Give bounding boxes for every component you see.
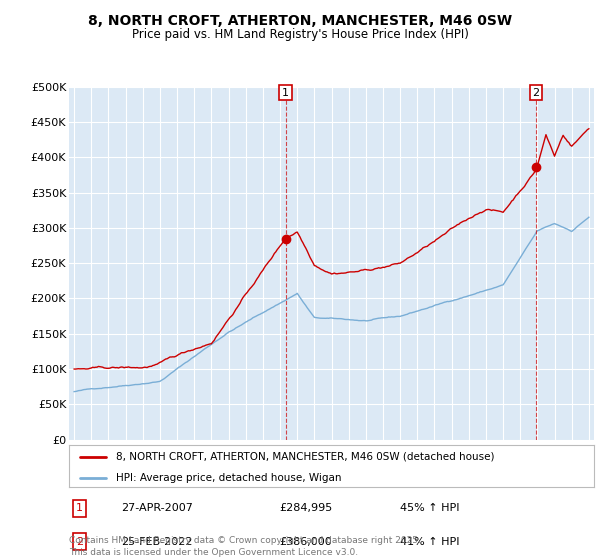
Text: 1: 1 xyxy=(76,503,83,513)
Text: 41% ↑ HPI: 41% ↑ HPI xyxy=(400,537,459,547)
Text: £386,000: £386,000 xyxy=(279,537,332,547)
Text: 27-APR-2007: 27-APR-2007 xyxy=(121,503,193,513)
Text: £284,995: £284,995 xyxy=(279,503,332,513)
Text: HPI: Average price, detached house, Wigan: HPI: Average price, detached house, Wiga… xyxy=(116,473,342,483)
Text: 8, NORTH CROFT, ATHERTON, MANCHESTER, M46 0SW (detached house): 8, NORTH CROFT, ATHERTON, MANCHESTER, M4… xyxy=(116,452,495,462)
Text: Contains HM Land Registry data © Crown copyright and database right 2025.
This d: Contains HM Land Registry data © Crown c… xyxy=(69,536,421,557)
Text: 8, NORTH CROFT, ATHERTON, MANCHESTER, M46 0SW: 8, NORTH CROFT, ATHERTON, MANCHESTER, M4… xyxy=(88,14,512,28)
Text: 45% ↑ HPI: 45% ↑ HPI xyxy=(400,503,459,513)
Text: Price paid vs. HM Land Registry's House Price Index (HPI): Price paid vs. HM Land Registry's House … xyxy=(131,28,469,41)
Text: 25-FEB-2022: 25-FEB-2022 xyxy=(121,537,193,547)
Text: 1: 1 xyxy=(282,87,289,97)
Text: 2: 2 xyxy=(76,537,83,547)
Text: 2: 2 xyxy=(532,87,539,97)
